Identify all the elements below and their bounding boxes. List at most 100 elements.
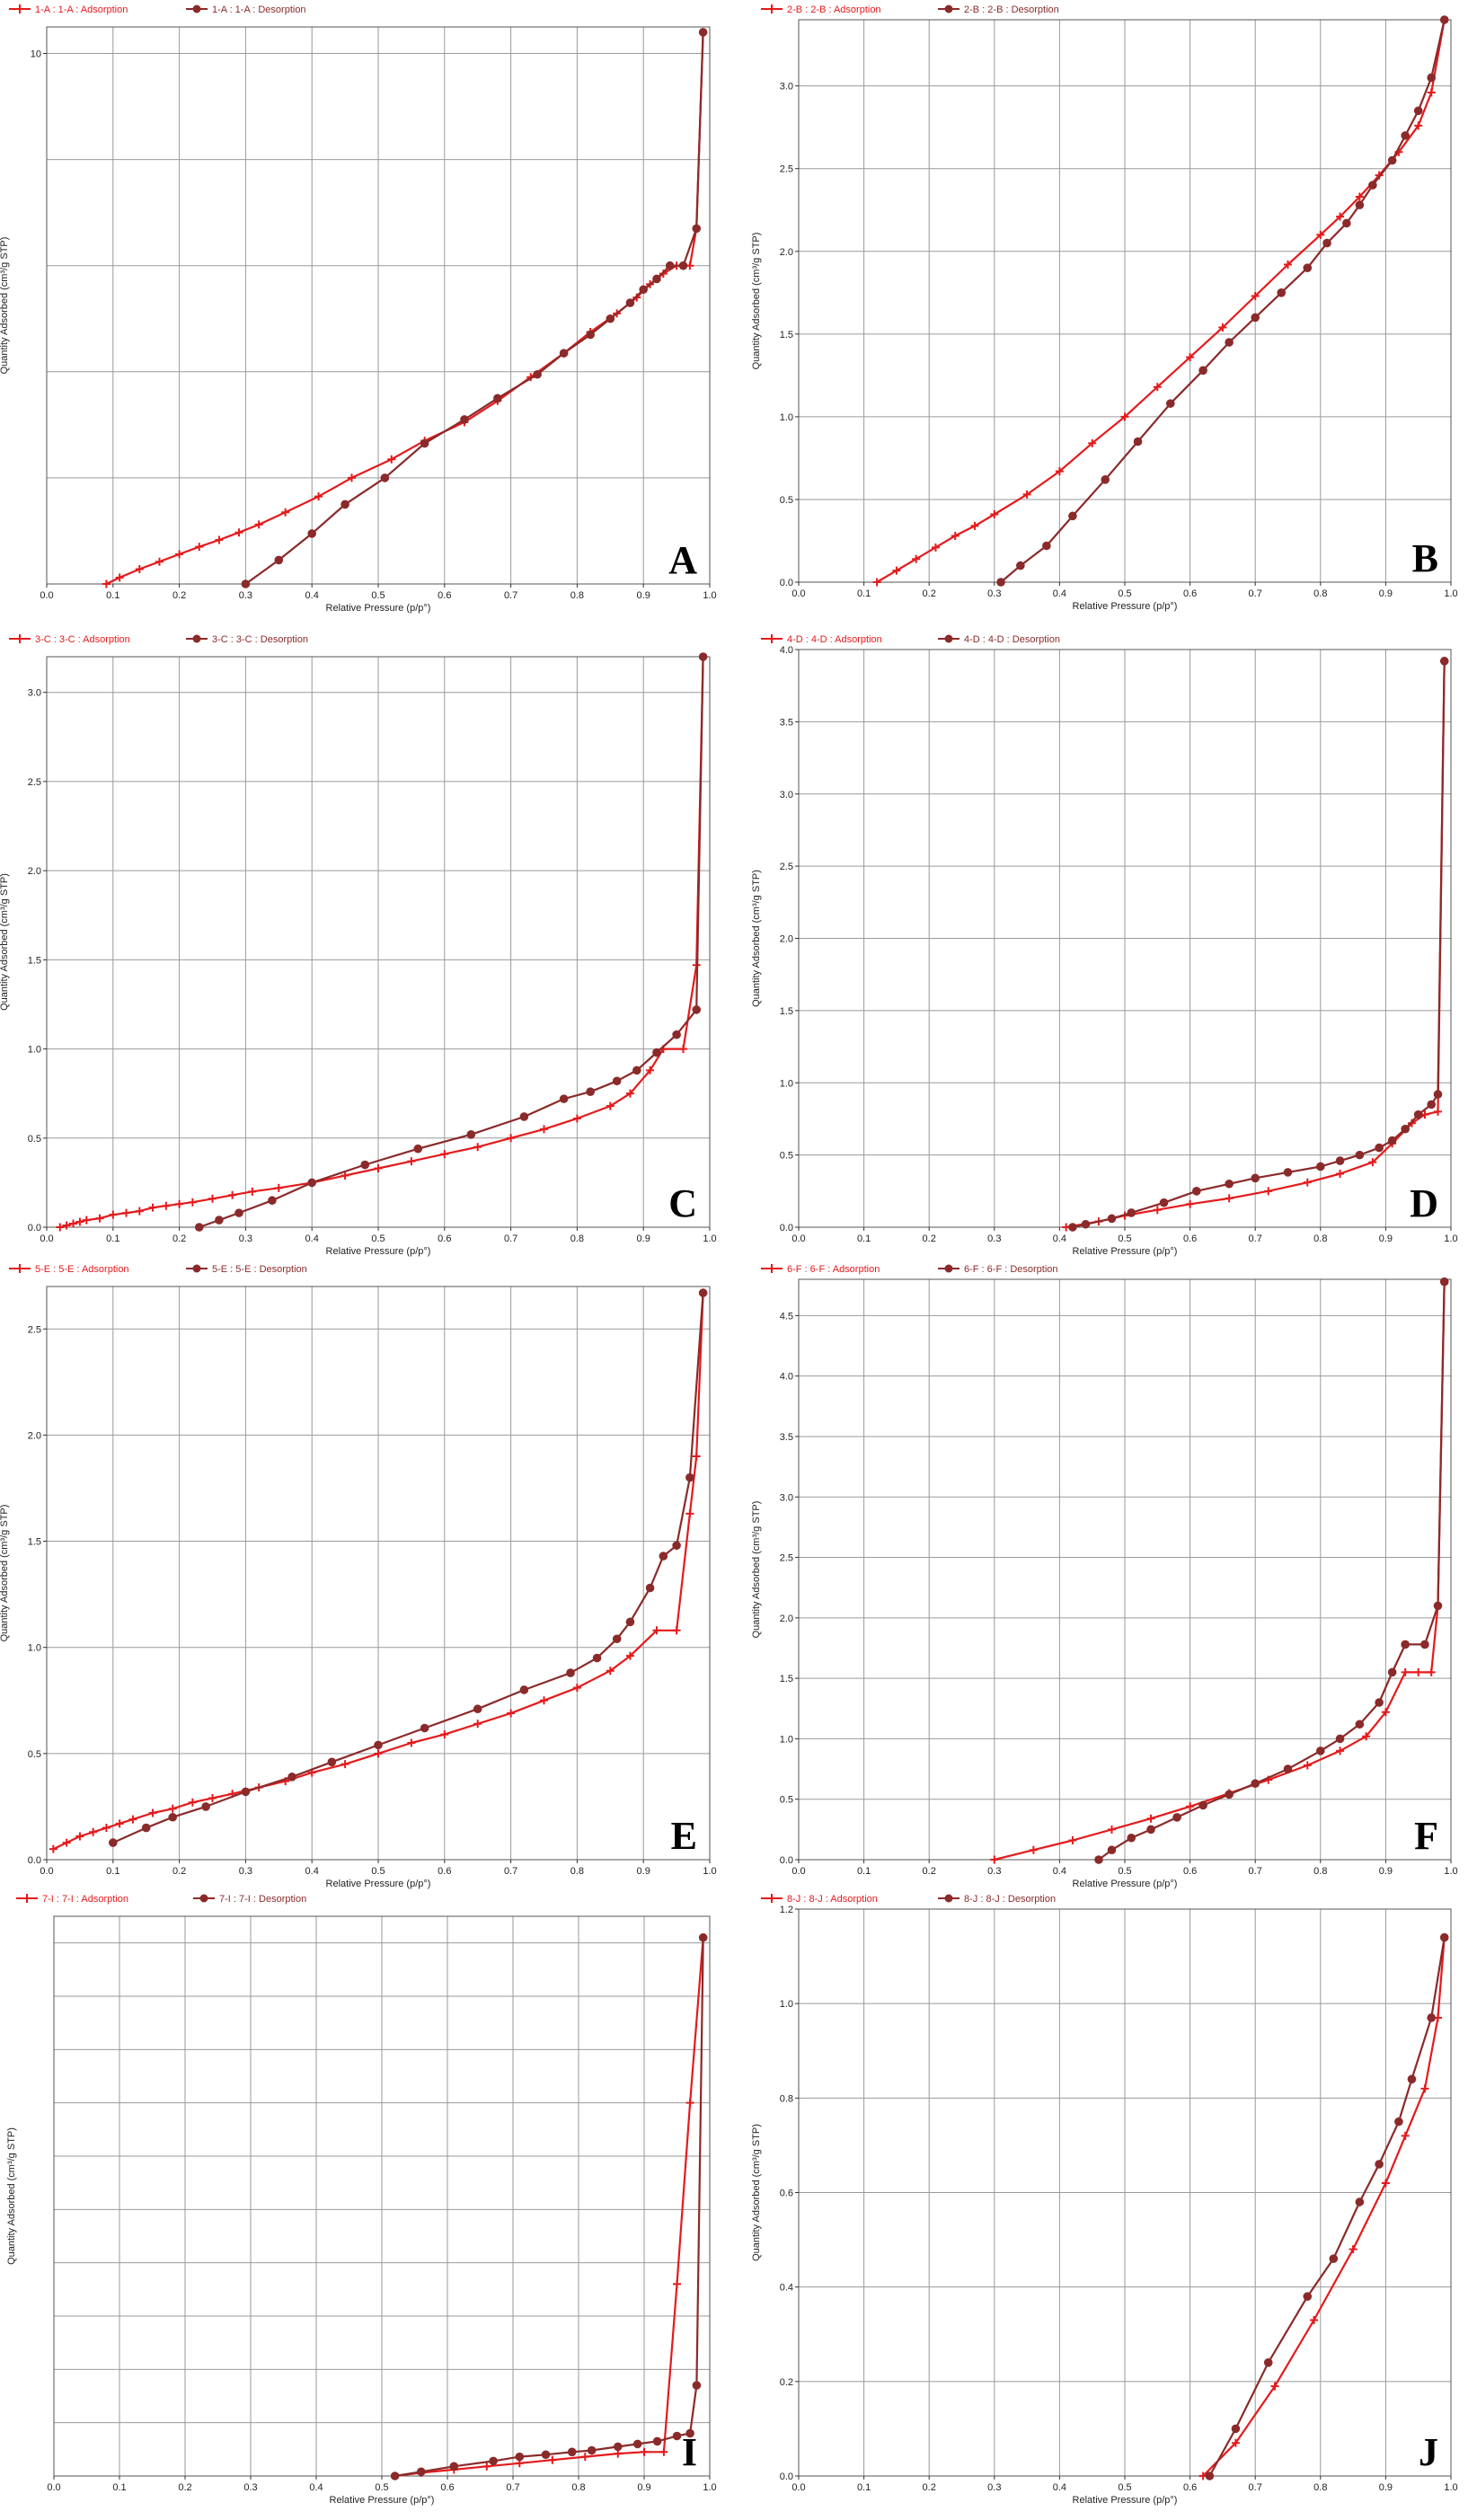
y-tick-label: 1.5 <box>28 1537 41 1548</box>
panel-label: C <box>668 1181 697 1225</box>
adsorption-point <box>56 1223 65 1232</box>
desorption-point <box>692 224 702 234</box>
desorption-point <box>141 1823 151 1833</box>
legend-label: 7-I : 7-I : Adsorption <box>42 1894 128 1905</box>
y-tick-label: 2.5 <box>780 1553 793 1564</box>
adsorption-point <box>1225 1194 1234 1203</box>
adsorption-point <box>440 1730 449 1739</box>
desorption-point <box>307 529 317 538</box>
legend-label: 8-J : 8-J : Adsorption <box>787 1894 878 1905</box>
desorption-point <box>1375 2160 1384 2169</box>
panel-label: I <box>682 2430 697 2474</box>
x-tick-label: 0.4 <box>1053 2482 1066 2493</box>
y-tick-label: 2.0 <box>780 1614 793 1624</box>
desorption-point <box>659 1552 668 1561</box>
chart-f: 0.0 0.1 0.2 0.3 0.4 0.5 0.6 0.7 0.8 0.9 1.0 0.0 0.5 1… <box>751 1264 1458 1889</box>
desorption-point <box>625 298 635 307</box>
desorption-point <box>567 2447 577 2457</box>
y-axis-label: Quantity Adsorbed (cm³/g STP) <box>6 2127 17 2265</box>
desorption-point <box>1251 1779 1260 1789</box>
desorption-point <box>1439 15 1449 24</box>
adsorption-point <box>507 1709 516 1718</box>
adsorption-point <box>102 1824 111 1833</box>
x-axis-label: Relative Pressure (p/p°) <box>1073 601 1178 612</box>
legend-swatch-marker <box>15 634 24 643</box>
adsorption-point <box>1368 1158 1377 1167</box>
adsorption-point <box>440 1150 449 1159</box>
legend-label: 4-D : 4-D : Desorption <box>964 634 1060 645</box>
y-tick-label: 1.5 <box>780 1674 793 1684</box>
adsorption-point <box>1414 1667 1423 1676</box>
legend-label: 5-E : 5-E : Adsorption <box>35 1264 129 1275</box>
legend-swatch-marker <box>15 4 24 13</box>
x-tick-label: 0.4 <box>305 1866 319 1877</box>
x-tick-label: 0.0 <box>47 2482 60 2493</box>
x-tick-label: 0.5 <box>1118 2482 1131 2493</box>
x-tick-label: 0.9 <box>1379 1233 1393 1244</box>
adsorption-point <box>340 1171 349 1180</box>
adsorption-point <box>69 1219 78 1228</box>
y-tick-label: 0.0 <box>780 1855 793 1866</box>
adsorption-point <box>1186 1199 1195 1208</box>
desorption-point <box>417 2467 426 2477</box>
adsorption-point <box>1381 2179 1390 2188</box>
legend-swatch-marker <box>944 634 953 643</box>
chart-e: 0.0 0.1 0.2 0.3 0.4 0.5 0.6 0.7 0.8 0.9 1.0 0.0 0.5 1… <box>0 1264 717 1889</box>
legend-label: 1-A : 1-A : Adsorption <box>35 4 128 15</box>
adsorption-point <box>1381 1708 1390 1717</box>
x-tick-label: 0.3 <box>239 1233 252 1244</box>
x-tick-label: 1.0 <box>1444 1866 1457 1877</box>
desorption-point <box>1375 1143 1384 1153</box>
desorption-point <box>380 473 390 482</box>
adsorption-line <box>994 1281 1446 1861</box>
x-tick-label: 0.7 <box>506 2482 519 2493</box>
desorption-point <box>1251 313 1260 323</box>
adsorption-point <box>507 1134 516 1143</box>
adsorption-point <box>254 520 263 529</box>
adsorption-point <box>208 1194 217 1203</box>
adsorption-point <box>1022 490 1031 499</box>
adsorption-point <box>1336 212 1345 221</box>
y-tick-label: 1.2 <box>780 1905 793 1915</box>
adsorption-point <box>970 521 979 530</box>
x-tick-label: 0.8 <box>1313 588 1327 599</box>
y-tick-label: 0.0 <box>28 1223 41 1233</box>
adsorption-point <box>175 1199 184 1208</box>
desorption-point <box>1166 399 1175 408</box>
adsorption-point <box>640 2447 649 2456</box>
adsorption-point <box>115 1819 124 1828</box>
desorption-point <box>374 1740 383 1750</box>
legend-swatch-marker <box>767 1894 776 1903</box>
x-axis-label: Relative Pressure (p/p°) <box>1073 1246 1178 1257</box>
desorption-point <box>1016 561 1025 570</box>
adsorption-line <box>59 656 704 1229</box>
adsorption-point <box>49 1844 57 1853</box>
x-tick-label: 0.2 <box>172 1866 186 1877</box>
adsorption-line <box>105 31 704 585</box>
x-tick-label: 0.9 <box>1379 1866 1393 1877</box>
adsorption-point <box>162 1201 171 1210</box>
desorption-point <box>1407 2074 1417 2084</box>
y-tick-label: 3.0 <box>780 790 793 800</box>
adsorption-point <box>135 564 144 573</box>
x-tick-label: 1.0 <box>1444 2482 1457 2493</box>
desorption-point <box>672 1030 681 1039</box>
desorption-point <box>1231 2424 1241 2434</box>
x-tick-label: 0.6 <box>1183 2482 1197 2493</box>
adsorption-point <box>625 1651 634 1660</box>
adsorption-point <box>314 492 323 501</box>
y-tick-label: 3.0 <box>28 688 41 699</box>
chart-b: 0.0 0.1 0.2 0.3 0.4 0.5 0.6 0.7 0.8 0.9 1.0 0.0 0.5 1… <box>751 4 1458 612</box>
desorption-point <box>1283 1168 1293 1177</box>
legend-label: 7-I : 7-I : Desorption <box>219 1894 306 1905</box>
x-tick-label: 0.2 <box>923 588 936 599</box>
desorption-point <box>1068 1223 1077 1232</box>
panel-label: D <box>1410 1181 1438 1225</box>
x-tick-label: 0.1 <box>106 1233 119 1244</box>
desorption-point <box>592 1653 602 1663</box>
legend-label: 2-B : 2-B : Desorption <box>964 4 1059 15</box>
legend-swatch-marker <box>767 1264 776 1273</box>
adsorption-point <box>234 528 243 537</box>
desorption-point <box>1107 1214 1117 1224</box>
adsorption-point <box>1146 1814 1155 1823</box>
